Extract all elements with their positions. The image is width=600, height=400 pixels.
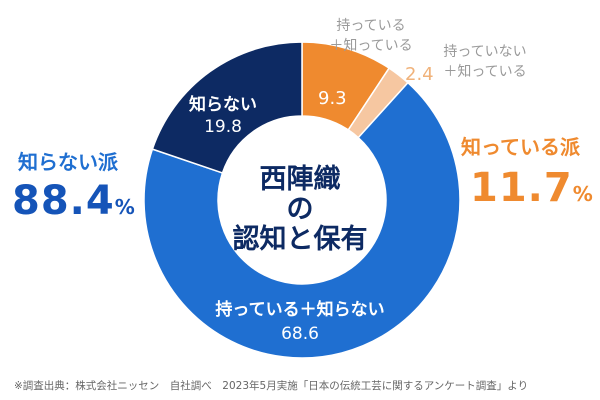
slice-value-label-notowned-known: 2.4 [405,64,434,85]
group-value-unaware-number: 88.4 [12,178,115,224]
group-value-aware: 11.7% [470,165,594,211]
slice-label-owned-known: 持っている ＋知っている [326,16,416,56]
group-label-aware: 知っている派 [461,135,580,159]
donut-slice-unknown [151,41,303,174]
slice-label-owned-unknown-name: 持っている＋知らない [215,300,385,320]
slice-label-unknown: 知らない 19.8 [178,94,268,138]
center-title-line-1: 西陣織 [259,164,341,195]
donut-slice-owned-unknown [143,81,461,359]
group-value-unaware-unit: % [114,195,136,219]
group-value-aware-number: 11.7 [470,165,573,211]
group-value-aware-unit: % [572,182,594,206]
slice-label-notowned-known: 持っていない ＋知っている [430,42,540,82]
slice-label-owned-known-line-1: 持っている [336,18,406,34]
center-title-line-2: の [286,194,314,225]
slice-label-owned-unknown: 持っている＋知らない 68.6 [200,298,400,346]
center-title-line-3: 認知と保有 [232,224,368,255]
slice-value-label-unknown: 19.8 [204,117,242,137]
group-label-unaware: 知らない派 [18,150,118,174]
slice-value-label-owned-known: 9.3 [318,88,347,109]
slice-label-notowned-known-line-2: ＋知っている [443,64,527,80]
chart-center-title: 西陣織 の 認知と保有 [225,165,375,255]
slice-label-owned-known-line-2: ＋知っている [329,38,413,54]
slice-value-label-owned-unknown: 68.6 [281,324,319,344]
source-footnote: ※調査出典：株式会社ニッセン 自社調べ 2023年5月実施「日本の伝統工芸に関す… [14,380,529,392]
group-value-unaware: 88.4% [12,178,136,224]
slice-label-notowned-known-line-1: 持っていない [443,44,527,60]
slice-label-unknown-name: 知らない [189,95,257,115]
